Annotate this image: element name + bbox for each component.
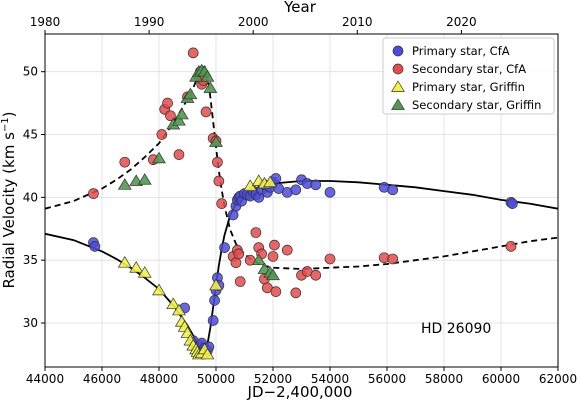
top-x-tick-label: 1990 [134,15,165,29]
data-point [505,241,517,252]
data-point [209,278,223,291]
data-point [269,239,280,251]
data-point [183,87,198,100]
data-point [387,253,399,265]
x-axis-title: JD−2,400,000 [247,383,353,401]
data-point [250,227,262,238]
top-x-axis-title: Year [283,0,317,16]
x-tick-label: 50000 [197,372,235,386]
data-point [165,110,176,122]
data-point [207,315,219,326]
y-axis-title-superscript: −1 [0,117,11,132]
x-tick-label: 58000 [425,372,463,386]
legend-box [382,37,555,115]
legend-marker [392,45,404,57]
data-point [209,295,220,306]
data-point [267,251,279,262]
legend-marker [391,80,405,92]
legend-label: Secondary star, Griffin [412,98,541,112]
data-point [219,242,230,253]
data-point [234,276,246,287]
x-tick-label: 60000 [482,372,520,386]
y-tick-label: 45 [23,128,38,142]
data-point [152,283,166,296]
data-point [156,129,168,140]
data-point [187,47,199,59]
y-axis-title: Radial Velocity (km s−1) [0,111,18,288]
grid-lines [44,34,559,367]
plot-frame [44,33,559,368]
data-point [324,186,336,198]
data-point [137,173,152,185]
data-point [200,106,212,118]
star-name-annotation: HD 26090 [421,321,491,337]
data-point [129,261,144,273]
data-point [173,149,185,160]
data-point [263,175,278,188]
x-tick-label: 48000 [140,372,178,386]
y-axis-title-main: Radial Velocity (km s [0,132,18,289]
data-point [89,241,101,252]
y-tick-label: 50 [23,65,38,79]
x-tick-label: 54000 [311,372,349,386]
secondary-star-griffin-series [117,63,280,281]
data-point [137,266,152,278]
data-point [209,135,223,147]
data-point [152,151,166,164]
y-tick-label: 40 [23,190,38,204]
data-point [200,70,215,82]
data-point [200,347,215,360]
data-point [281,244,293,256]
x-tick-label: 44000 [26,372,64,386]
y-tick-label: 30 [23,316,38,330]
data-points [88,47,518,360]
data-point [507,198,518,209]
data-point [310,179,322,191]
y-axis-title-suffix: ) [0,111,18,117]
axis-ticks: 44000 46000 48000 50000 52000 54000 56000 58000… [23,15,577,386]
legend: Primary star, CfA Secondary star, CfA Prim… [382,37,555,115]
data-point [119,156,131,168]
data-point [324,253,336,265]
data-point [216,198,228,209]
data-point [174,107,189,120]
legend-label: Primary star, CfA [412,44,510,58]
data-point [212,156,223,168]
x-tick-label: 62000 [539,372,577,386]
data-point [172,303,186,316]
data-point [266,268,280,281]
primary-star-griffin-series [117,174,278,360]
top-x-tick-label: 2020 [446,15,477,29]
legend-label: Secondary star, CfA [412,62,526,76]
data-point [172,114,186,126]
data-point [203,81,218,93]
x-tick-label: 52000 [254,372,292,386]
secondary-model-curve [45,65,558,270]
data-point [117,256,132,268]
data-point [290,184,302,196]
top-x-tick-label: 2010 [342,15,373,29]
data-point [117,178,132,190]
data-point [251,253,266,266]
top-x-tick-label: 2000 [238,15,269,29]
y-tick-label: 35 [23,253,38,267]
data-point [387,184,399,196]
data-point [166,297,181,310]
data-point [88,188,99,199]
legend-marker [392,63,404,75]
x-tick-label: 46000 [83,372,121,386]
data-point [162,97,173,109]
data-point [310,269,322,281]
data-point [233,248,245,260]
x-tick-label: 56000 [368,372,406,386]
secondary-star-cfa-series [88,47,517,299]
legend-marker [391,98,405,110]
data-point [270,286,282,297]
data-point [213,175,225,187]
legend-label: Primary star, Griffin [412,80,525,94]
top-x-tick-label: 1980 [30,15,61,29]
data-point [290,287,302,299]
